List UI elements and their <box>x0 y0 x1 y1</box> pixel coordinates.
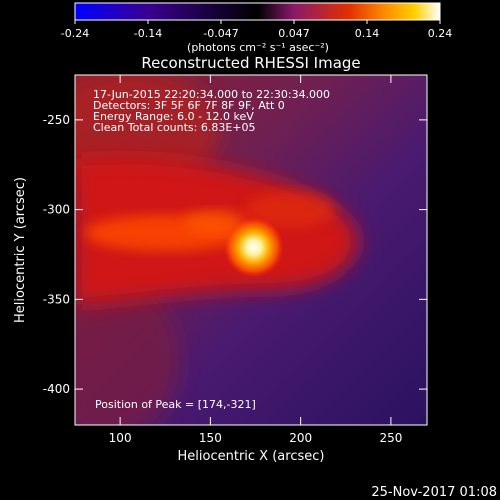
colorbar-tick-label: 0.047 <box>278 27 310 40</box>
colorbar-tick-label: 0.14 <box>355 27 380 40</box>
annotation-counts: Clean Total counts: 6.83E+05 <box>93 121 256 134</box>
annotation-time-range: 17-Jun-2015 22:20:34.000 to 22:30:34.000 <box>93 88 330 101</box>
x-tick-label: 100 <box>109 431 132 445</box>
x-axis-label: Heliocentric X (arcsec) <box>178 449 325 464</box>
colorbar-unit: (photons cm⁻² s⁻¹ asec⁻²) <box>187 41 329 54</box>
peak-hotspot <box>223 217 284 278</box>
x-tick-label: 200 <box>289 431 312 445</box>
y-tick-label: -350 <box>43 292 70 306</box>
colorbar-tick-label: 0.24 <box>428 27 453 40</box>
y-tick-label: -400 <box>43 382 70 396</box>
timestamp: 25-Nov-2017 01:08 <box>371 485 497 500</box>
peak-position-label: Position of Peak = [174,-321] <box>95 398 256 411</box>
annotation-detectors: Detectors: 3F 5F 6F 7F 8F 9F, Att 0 <box>93 99 285 112</box>
x-tick-label: 150 <box>199 431 222 445</box>
colorbar-tick-label: -0.24 <box>61 27 89 40</box>
y-axis-label: Heliocentric Y (arcsec) <box>13 177 28 323</box>
y-tick-label: -300 <box>43 203 70 217</box>
annotation-energy: Energy Range: 6.0 - 12.0 keV <box>93 110 254 123</box>
x-tick-label: 250 <box>379 431 402 445</box>
colorbar-tick-label: -0.047 <box>203 27 238 40</box>
y-tick-label: -250 <box>43 113 70 127</box>
plot-frame <box>74 74 428 426</box>
colorbar <box>75 3 440 20</box>
colorbar-tick-label: -0.14 <box>134 27 162 40</box>
chart-title: Reconstructed RHESSI Image <box>141 54 360 72</box>
